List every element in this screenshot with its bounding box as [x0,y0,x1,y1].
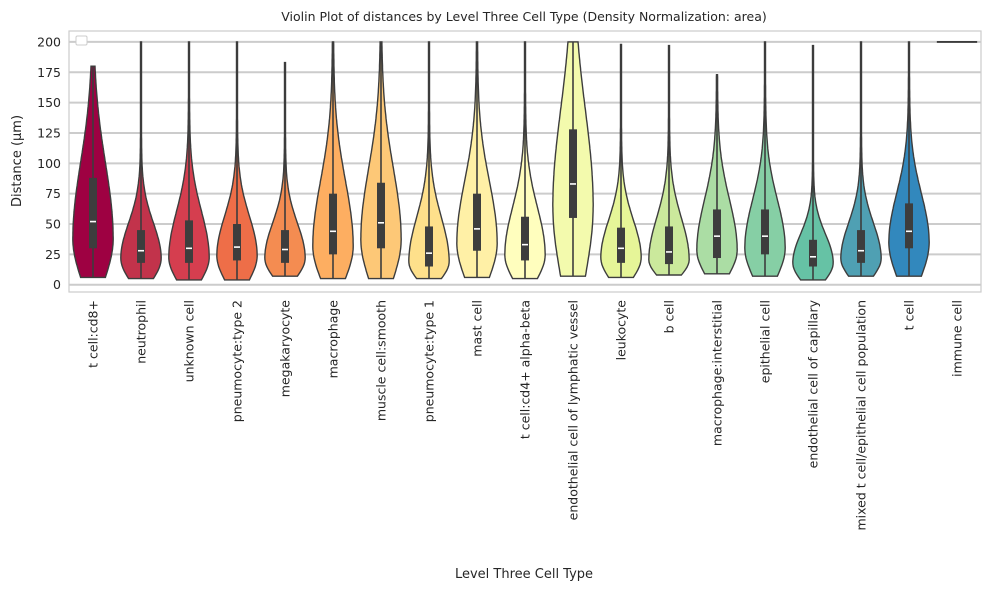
violin-13 [696,74,738,275]
violin-9 [504,41,546,280]
y-axis-label: Distance (µm) [10,115,25,207]
x-tick-label: endothelial cell of capillary [806,299,821,468]
legend-box [75,35,88,46]
violin-12 [648,44,690,276]
violin-5 [312,41,354,280]
violin-2 [168,41,210,281]
violin-iqr-box [569,129,577,218]
x-tick-label: endothelial cell of lymphatic vessel [566,300,581,520]
violin-0 [72,65,114,279]
x-tick-label: t cell [902,300,917,330]
violin-7 [408,41,450,280]
violin-6 [360,41,402,280]
x-tick-label: t cell:cd4+ alpha-beta [518,300,533,439]
x-tick-label: macrophage [326,300,341,379]
violin-iqr-box [137,230,145,263]
violin-iqr-box [809,239,817,267]
x-tick-labels: t cell:cd8+ neutrophil unknown cell pneumoc… [86,299,965,530]
violin-3 [216,41,258,281]
violin-8 [456,41,498,279]
violins [72,41,978,281]
violin-iqr-box [521,216,529,261]
violin-iqr-box [233,224,241,261]
violin-iqr-box [425,226,433,267]
plot-frame [68,30,982,293]
violin-iqr-box [905,203,913,249]
x-tick-label: muscle cell:smooth [374,300,389,421]
violin-iqr-box [761,209,769,255]
violin-iqr-box [185,220,193,263]
x-tick-label: mixed t cell/epithelial cell population [854,300,869,531]
x-tick-label: neutrophil [134,300,149,364]
y-tick-label: 125 [37,125,61,140]
y-tick-labels: 0 25 50 75 100 125 150 175 200 [37,34,61,292]
violin-iqr-box [617,227,625,263]
violin-iqr-box [473,193,481,251]
x-tick-label: megakaryocyte [278,300,293,397]
violin-14 [744,41,786,277]
violin-iqr-box [665,226,673,265]
violin-iqr-box [857,230,865,263]
violin-iqr-box [281,230,289,263]
x-tick-label: t cell:cd8+ [86,300,101,368]
x-tick-label: pneumocyte:type 2 [230,300,245,422]
x-tick-label: macrophage:interstitial [710,300,725,446]
violin-4 [264,61,306,277]
x-tick-label: mast cell [470,300,485,357]
violin-11 [600,43,642,279]
violin-1 [120,41,162,280]
x-tick-label: epithelial cell [758,300,773,383]
y-tick-label: 0 [53,277,61,292]
x-tick-label: pneumocyte:type 1 [422,300,437,422]
x-tick-label: immune cell [950,300,965,377]
x-tick-label: leukocyte [614,300,629,361]
violin-iqr-box [329,193,337,255]
x-tick-label: unknown cell [182,300,197,382]
y-tick-label: 100 [37,156,61,171]
y-tick-label: 50 [45,217,61,232]
violin-16 [840,41,882,277]
y-tick-label: 75 [45,186,61,201]
chart-title: Violin Plot of distances by Level Three … [281,9,767,24]
y-tick-label: 150 [37,95,61,110]
violin-iqr-box [89,177,97,249]
y-tick-label: 25 [45,247,61,262]
x-tick-label: b cell [662,300,677,333]
violin-15 [792,44,834,281]
x-axis-label: Level Three Cell Type [455,567,593,582]
violin-iqr-box [713,209,721,259]
y-tick-label: 175 [37,65,61,80]
violin-iqr-box [377,182,385,249]
violin-10 [552,41,594,277]
y-tick-label: 200 [37,34,61,49]
violin-17 [888,41,930,277]
